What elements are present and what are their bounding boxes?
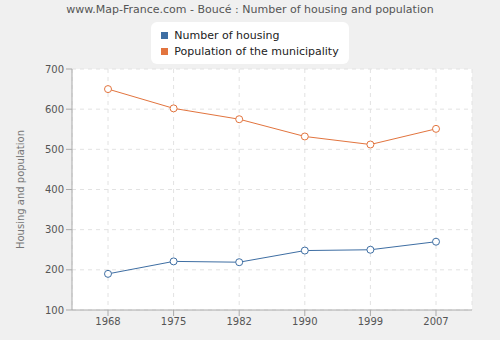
svg-text:2007: 2007	[423, 316, 448, 327]
svg-text:100: 100	[45, 305, 64, 316]
svg-text:300: 300	[45, 224, 64, 235]
svg-text:1999: 1999	[358, 316, 383, 327]
svg-text:1968: 1968	[95, 316, 120, 327]
svg-text:Housing and population: Housing and population	[15, 130, 26, 249]
html-text:Population of the municipality: Population of the municipality	[174, 44, 339, 58]
svg-text:200: 200	[45, 264, 64, 275]
svg-text:1982: 1982	[226, 316, 251, 327]
html-text:www.Map-France.com - Boucé : N: www.Map-France.com - Boucé : Number of h…	[66, 3, 434, 16]
svg-text:1990: 1990	[292, 316, 317, 327]
svg-text:700: 700	[45, 64, 64, 75]
html-text:Number of housing: Number of housing	[174, 28, 280, 42]
svg-text:500: 500	[45, 144, 64, 155]
svg-text:600: 600	[45, 104, 64, 115]
svg-text:400: 400	[45, 184, 64, 195]
svg-text:1975: 1975	[161, 316, 186, 327]
